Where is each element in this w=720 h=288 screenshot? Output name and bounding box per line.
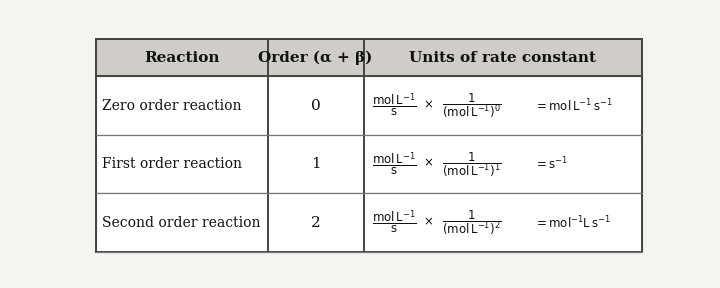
Bar [96,39,642,76]
Text: $= \mathrm{s}^{-1}$: $= \mathrm{s}^{-1}$ [534,156,568,172]
Text: $\dfrac{1}{\left(\mathrm{mol\,L}^{-1}\right)^{2}}$: $\dfrac{1}{\left(\mathrm{mol\,L}^{-1}\ri… [442,208,503,237]
Text: Second order reaction: Second order reaction [102,216,261,230]
Text: 1: 1 [311,157,320,171]
Text: $= \mathrm{mol\,L}^{-1}\,\mathrm{s}^{-1}$: $= \mathrm{mol\,L}^{-1}\,\mathrm{s}^{-1}… [534,97,613,114]
Bar [96,135,642,193]
Text: $\times$: $\times$ [423,156,433,169]
Text: First order reaction: First order reaction [102,157,242,171]
Text: $\dfrac{\mathrm{mol\,L}^{-1}}{\mathrm{s}}$: $\dfrac{\mathrm{mol\,L}^{-1}}{\mathrm{s}… [372,209,417,236]
Text: $\times$: $\times$ [423,215,433,228]
Bar [96,193,642,252]
Text: $\dfrac{\mathrm{mol\,L}^{-1}}{\mathrm{s}}$: $\dfrac{\mathrm{mol\,L}^{-1}}{\mathrm{s}… [372,92,417,119]
Text: $\dfrac{\mathrm{mol\,L}^{-1}}{\mathrm{s}}$: $\dfrac{\mathrm{mol\,L}^{-1}}{\mathrm{s}… [372,150,417,178]
Text: Reaction: Reaction [144,51,220,65]
Text: $= \mathrm{mol}^{-1}\mathrm{L\,s}^{-1}$: $= \mathrm{mol}^{-1}\mathrm{L\,s}^{-1}$ [534,214,611,231]
Text: $\dfrac{1}{\left(\mathrm{mol\,L}^{-1}\right)^{1}}$: $\dfrac{1}{\left(\mathrm{mol\,L}^{-1}\ri… [442,150,503,179]
Text: $\times$: $\times$ [423,98,433,111]
Text: Units of rate constant: Units of rate constant [410,51,596,65]
Text: 2: 2 [311,216,320,230]
Text: Order (α + β): Order (α + β) [258,50,373,65]
Bar [96,76,642,135]
Text: Zero order reaction: Zero order reaction [102,98,242,113]
Text: $\dfrac{1}{\left(\mathrm{mol\,L}^{-1}\right)^{0}}$: $\dfrac{1}{\left(\mathrm{mol\,L}^{-1}\ri… [442,91,503,120]
Text: 0: 0 [311,98,320,113]
